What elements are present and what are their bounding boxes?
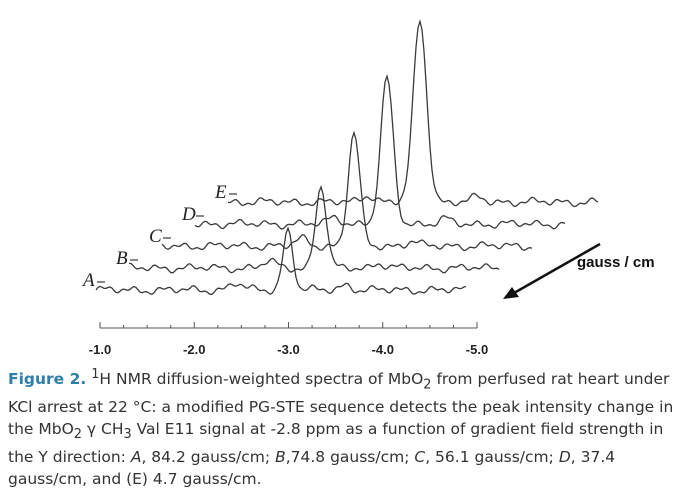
spectrum-label: E [214,182,227,203]
spectra-traces [95,18,599,296]
caption-label-d: D [558,448,571,467]
spectrum-label: A [81,270,95,291]
figure-caption: Figure 2. 1H NMR diffusion-weighted spec… [8,364,690,490]
caption-text-6: ,74.8 gauss/cm; [285,448,415,467]
caption-text-3: γ CH [82,420,124,439]
caption-text-5: , 84.2 gauss/cm; [141,448,276,467]
caption-text-2: from perfused rat heart under KCl arrest… [8,370,674,439]
x-tick-label: -5.0 [466,342,488,357]
caption-text-8: , 37.4 gauss/cm, and (E) 4.7 gauss/cm. [8,448,616,489]
caption-label-c: C [414,448,426,467]
figure-label: Figure 2. [8,370,87,389]
spectrum-label: D [181,204,196,225]
caption-sup-1: 1 [91,367,100,382]
spectrum-label: C [149,226,162,247]
spectrum-trace [128,185,500,274]
caption-text-1: H NMR diffusion-weighted spectra of MbO [99,370,424,389]
spectrum-trace [227,18,599,208]
x-tick-label: -1.0 [89,342,111,357]
gradient-arrow-line [513,242,601,295]
spectrum-label: B [116,248,128,269]
spectrum-trace [161,130,533,252]
x-tick-label: -4.0 [372,342,394,357]
spectrum-trace [95,226,467,296]
gradient-axis-label: gauss / cm [577,254,655,271]
caption-sub-2: 2 [423,377,432,393]
gradient-arrow: gauss / cm [503,242,655,299]
caption-text-7: , 56.1 gauss/cm; [425,448,559,467]
spectrum-trace [194,73,566,230]
caption-sub-3: 3 [123,427,132,443]
caption-sub-2b: 2 [73,427,82,443]
x-tick-label: -2.0 [183,342,205,357]
caption-label-a: A [130,448,142,467]
x-axis: -1.0 -2.0 -3.0 -4.0 -5.0 [89,322,488,357]
caption-label-b: B [275,448,286,467]
gradient-arrow-head [503,287,519,299]
caption-text-4: Val E11 signal at -2.8 ppm as a function… [8,420,664,467]
x-tick-label: -3.0 [277,342,299,357]
